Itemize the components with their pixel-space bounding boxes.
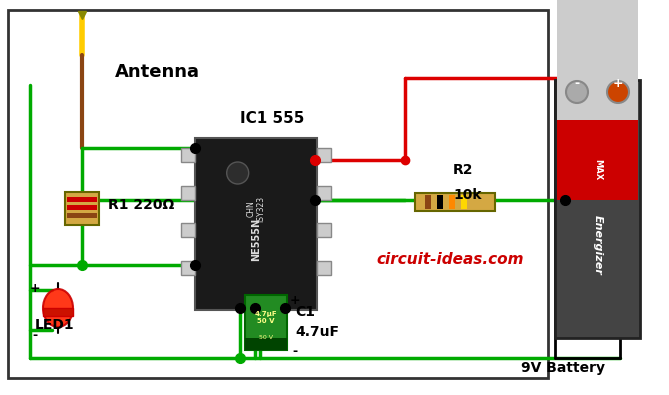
Bar — [181, 223, 195, 237]
Bar — [67, 197, 97, 202]
Bar — [317, 223, 331, 237]
Bar — [181, 261, 195, 275]
Bar — [425, 195, 431, 209]
Bar — [181, 186, 195, 200]
Ellipse shape — [566, 81, 588, 103]
FancyBboxPatch shape — [195, 138, 317, 310]
Text: IC1 555: IC1 555 — [240, 111, 304, 126]
Text: MAX: MAX — [593, 159, 602, 181]
Text: -: - — [32, 329, 37, 342]
Bar — [245, 295, 287, 350]
Text: NE555N: NE555N — [251, 217, 261, 261]
Bar — [557, 120, 638, 200]
Text: +: + — [29, 282, 40, 295]
Bar — [317, 148, 331, 162]
Bar — [67, 213, 97, 218]
Text: C1: C1 — [295, 305, 315, 319]
Text: R2: R2 — [453, 163, 474, 177]
Text: Antenna: Antenna — [115, 63, 200, 81]
Text: 10k: 10k — [453, 188, 482, 202]
FancyBboxPatch shape — [65, 192, 99, 225]
Text: 9V Battery: 9V Battery — [521, 361, 605, 375]
Bar — [555, 80, 640, 338]
Bar — [437, 195, 443, 209]
Text: R1 220Ω: R1 220Ω — [108, 198, 174, 212]
Bar — [317, 261, 331, 275]
Bar — [181, 148, 195, 162]
Text: +: + — [613, 77, 624, 90]
Text: circuit-ideas.com: circuit-ideas.com — [376, 252, 524, 267]
Text: +: + — [290, 293, 300, 307]
Bar — [461, 195, 467, 209]
Bar — [449, 195, 455, 209]
Text: -: - — [575, 77, 579, 90]
Ellipse shape — [43, 289, 73, 327]
Text: LED1: LED1 — [35, 318, 75, 332]
Bar — [317, 186, 331, 200]
FancyBboxPatch shape — [415, 193, 495, 211]
Ellipse shape — [227, 162, 249, 184]
Text: 4.7µF
50 V: 4.7µF 50 V — [255, 311, 278, 324]
Bar — [8, 10, 548, 378]
Text: Energizer: Energizer — [593, 215, 603, 275]
Text: 4.7uF: 4.7uF — [295, 325, 339, 339]
Text: -: - — [292, 346, 298, 359]
Text: CHN
ISY323: CHN ISY323 — [246, 196, 266, 222]
Text: 50 V: 50 V — [259, 335, 273, 340]
Ellipse shape — [607, 81, 629, 103]
Bar — [557, 0, 638, 120]
Bar — [67, 205, 97, 210]
Bar — [43, 308, 73, 316]
Bar — [245, 338, 287, 350]
